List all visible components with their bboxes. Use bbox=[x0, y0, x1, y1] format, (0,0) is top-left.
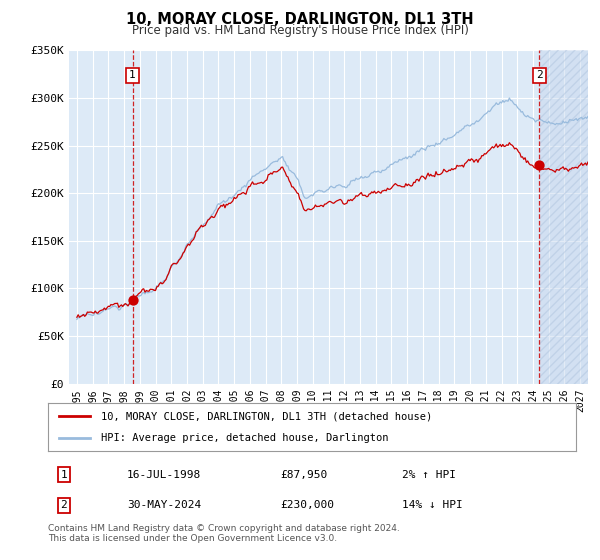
Text: Contains HM Land Registry data © Crown copyright and database right 2024.
This d: Contains HM Land Registry data © Crown c… bbox=[48, 524, 400, 543]
Text: 2: 2 bbox=[536, 71, 543, 81]
Text: 30-MAY-2024: 30-MAY-2024 bbox=[127, 501, 202, 510]
Text: 2: 2 bbox=[61, 501, 67, 510]
Text: 14% ↓ HPI: 14% ↓ HPI bbox=[402, 501, 463, 510]
Point bbox=[535, 160, 544, 169]
Text: HPI: Average price, detached house, Darlington: HPI: Average price, detached house, Darl… bbox=[101, 433, 388, 443]
Point bbox=[128, 295, 137, 304]
Text: 10, MORAY CLOSE, DARLINGTON, DL1 3TH: 10, MORAY CLOSE, DARLINGTON, DL1 3TH bbox=[126, 12, 474, 27]
Text: 16-JUL-1998: 16-JUL-1998 bbox=[127, 470, 202, 479]
Text: 1: 1 bbox=[61, 470, 67, 479]
Text: 10, MORAY CLOSE, DARLINGTON, DL1 3TH (detached house): 10, MORAY CLOSE, DARLINGTON, DL1 3TH (de… bbox=[101, 411, 432, 421]
Text: 1: 1 bbox=[129, 71, 136, 81]
Text: £230,000: £230,000 bbox=[280, 501, 334, 510]
Text: Price paid vs. HM Land Registry's House Price Index (HPI): Price paid vs. HM Land Registry's House … bbox=[131, 24, 469, 36]
Text: 2% ↑ HPI: 2% ↑ HPI bbox=[402, 470, 456, 479]
Text: £87,950: £87,950 bbox=[280, 470, 328, 479]
